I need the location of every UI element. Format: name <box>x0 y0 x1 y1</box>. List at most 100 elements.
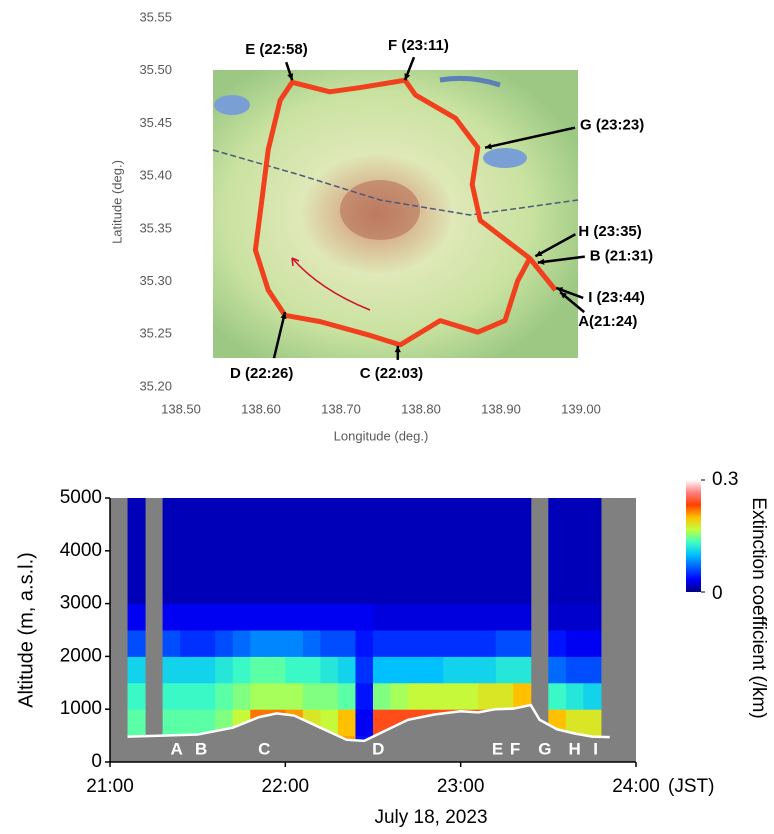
annotation-label: A(21:24) <box>578 313 637 330</box>
heatmap-cell <box>250 630 269 657</box>
heatmap-cell <box>232 498 251 605</box>
heatmap-cell <box>337 656 356 684</box>
heatmap-cell <box>495 682 514 710</box>
heatmap-cell <box>127 603 146 631</box>
map-border <box>212 149 579 216</box>
heatmap-cell <box>232 630 251 657</box>
heatmap-cell <box>285 498 304 605</box>
x-axis-unit: (JST) <box>668 776 714 797</box>
heatmap-cell <box>390 603 409 631</box>
heatmap-cell <box>408 630 427 657</box>
heatmap-cell <box>478 630 497 657</box>
heatmap-cell <box>302 498 321 605</box>
y-tick-label: 5000 <box>60 487 102 508</box>
heatmap-cell <box>302 656 321 684</box>
annotation-arrow-head <box>535 250 543 257</box>
map-summit <box>340 180 420 240</box>
annotation-label: C (22:03) <box>360 365 423 382</box>
heatmap-cell <box>460 603 479 631</box>
heatmap-cell <box>162 603 181 631</box>
event-letter: D <box>372 739 384 758</box>
heatmap-cell <box>302 630 321 657</box>
heatmap-cell <box>408 498 427 605</box>
heatmap-cell <box>565 498 584 605</box>
heatmap-cell <box>583 603 602 631</box>
y-tick-label: 2000 <box>60 645 102 666</box>
heatmap-cell <box>548 630 567 657</box>
annotation-label: E (22:58) <box>245 41 308 58</box>
y-tick-label: 1000 <box>60 698 102 719</box>
route <box>252 77 558 348</box>
y-tick-label: 3000 <box>60 593 102 614</box>
heatmap-cell <box>250 603 269 631</box>
colorbar-tick-label: 0.3 <box>712 469 738 490</box>
event-letter: I <box>593 739 598 758</box>
y-tick-label: 35.40 <box>139 168 172 183</box>
ground-line <box>127 703 610 743</box>
heatmap-cell <box>215 498 234 605</box>
heatmap-cell <box>267 682 286 710</box>
heatmap-cell <box>495 603 514 631</box>
heatmap-cell <box>565 656 584 684</box>
x-tick-label: 139.00 <box>561 401 601 416</box>
heatmap-cell <box>285 656 304 684</box>
heatmap-cell <box>425 682 444 710</box>
heatmap-cell <box>267 603 286 631</box>
heatmap-cell <box>408 682 427 710</box>
annotation-label: D (22:26) <box>230 365 293 382</box>
heatmap-cell <box>355 630 374 657</box>
heatmap-cell <box>513 682 532 710</box>
heatmap-cell <box>548 498 567 605</box>
x-tick-label: 21:00 <box>86 776 134 797</box>
heatmap-cell <box>180 498 199 605</box>
heatmap-cell <box>390 498 409 605</box>
heatmap-cell <box>460 630 479 657</box>
heatmap-cell <box>373 603 392 631</box>
heatmap-cell <box>232 603 251 631</box>
event-letter: C <box>258 739 270 758</box>
heatmap-cell <box>197 603 216 631</box>
heatmap-cell <box>408 656 427 684</box>
heatmap-cell <box>127 630 146 657</box>
colorbar-tick-label: 0 <box>712 583 723 604</box>
heatmap-cell <box>180 709 199 737</box>
heatmap-cell <box>443 630 462 657</box>
annotation-arrow <box>484 126 576 149</box>
colorbar <box>686 480 701 592</box>
x-tick-label: 138.80 <box>401 401 441 416</box>
map-lake <box>214 95 250 115</box>
map-lake <box>439 75 501 88</box>
heatmap-cell <box>373 682 392 710</box>
heatmap-cell <box>460 682 479 710</box>
y-tick-label: 0 <box>91 751 102 772</box>
heatmap-cell <box>267 630 286 657</box>
heatmap-cell <box>443 603 462 631</box>
heatmap-cell <box>373 656 392 684</box>
heatmap-cell <box>162 498 181 605</box>
heatmap-cell <box>180 682 199 710</box>
event-letter: A <box>170 739 182 758</box>
heatmap-cell <box>443 682 462 710</box>
heatmap-cell <box>232 656 251 684</box>
annotation-arrow-head <box>287 73 294 81</box>
heatmap-cell <box>478 498 497 605</box>
map-lake <box>483 148 527 168</box>
y-tick-label: 35.20 <box>139 378 172 393</box>
heatmap-cell <box>355 709 374 737</box>
heatmap-cell <box>548 603 567 631</box>
y-tick-label: 35.35 <box>139 220 172 235</box>
heatmap-cell <box>337 630 356 657</box>
heatmap-cell <box>355 603 374 631</box>
heatmap-cell <box>197 656 216 684</box>
y-tick-label: 4000 <box>60 540 102 561</box>
heatmap-cell <box>250 498 269 605</box>
y-tick-label: 35.55 <box>139 9 172 24</box>
annotation-arrow-head <box>485 143 492 150</box>
x-tick-label: 138.70 <box>321 401 361 416</box>
heatmap-cell <box>565 630 584 657</box>
direction-arrow <box>291 257 371 311</box>
heatmap-cell <box>285 682 304 710</box>
heatmap-cell <box>197 709 216 737</box>
x-tick-label: 138.50 <box>161 401 201 416</box>
